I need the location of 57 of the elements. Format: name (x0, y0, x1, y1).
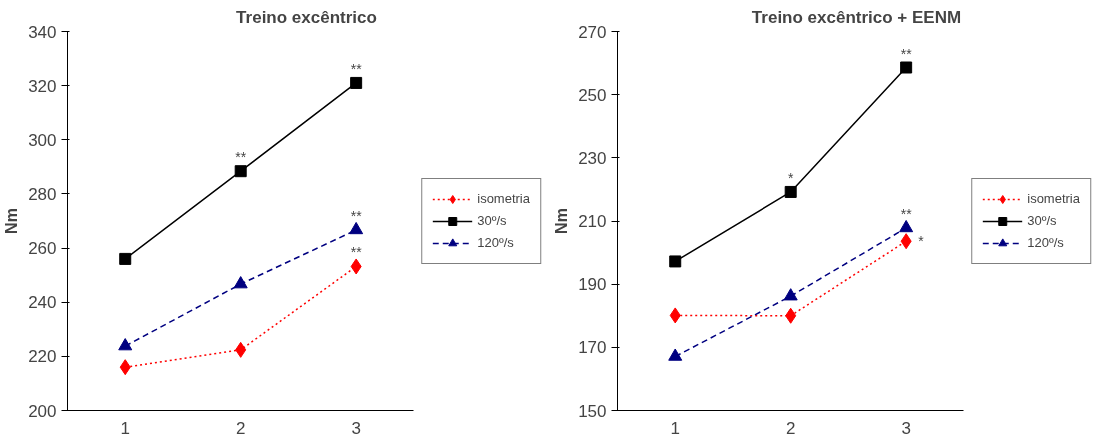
point (900, 233, 912, 250)
annotation: ** (900, 205, 913, 222)
y-tick-label: 170 (578, 338, 607, 358)
point (119, 359, 131, 376)
point (118, 338, 133, 351)
y-tick-label: 270 (578, 22, 607, 42)
x-tick-label: 1 (670, 418, 680, 438)
annotation: ** (350, 60, 363, 77)
y-tick-label: 260 (28, 239, 57, 259)
point (899, 219, 914, 233)
point (350, 258, 362, 275)
point (235, 341, 247, 358)
point (233, 276, 248, 289)
point (349, 221, 364, 235)
y-tick-label: 300 (28, 130, 57, 150)
point (668, 348, 683, 361)
legend-label: isometria (1027, 191, 1080, 206)
point (350, 76, 363, 89)
point (783, 288, 798, 301)
legend-label: 120º/s (1027, 235, 1064, 250)
y-tick-label: 230 (578, 148, 607, 168)
x-tick-label: 2 (235, 418, 246, 438)
point (669, 255, 682, 268)
y-axis-title: Nm (3, 208, 21, 234)
y-tick-label: 250 (578, 85, 607, 105)
annotation: ** (235, 149, 247, 166)
point (900, 61, 913, 74)
chart-title: Treino excêntrico (236, 7, 377, 27)
point (785, 307, 797, 324)
x-tick-label: 3 (351, 418, 361, 438)
annotation: ** (350, 207, 363, 224)
y-tick-label: 150 (578, 401, 607, 421)
annotation: * (918, 233, 925, 250)
annotation: ** (350, 244, 363, 261)
y-tick-label: 210 (578, 212, 607, 231)
legend-label: 30º/s (1027, 213, 1057, 228)
y-tick-label: 200 (28, 401, 57, 421)
y-tick-label: 320 (28, 76, 57, 96)
annotation: * (787, 169, 794, 186)
x-tick-label: 2 (785, 418, 796, 438)
point (234, 165, 247, 178)
point (784, 185, 797, 198)
y-tick-label: 280 (28, 184, 57, 204)
y-tick-label: 220 (28, 347, 57, 367)
y-axis-title: Nm (553, 208, 571, 234)
y-tick-label: 240 (28, 293, 57, 313)
annotation: ** (900, 45, 913, 62)
y-tick-label: 190 (578, 275, 607, 295)
chart-title: Treino excêntrico + EENM (751, 7, 962, 27)
point (119, 252, 132, 265)
x-tick-label: 1 (120, 418, 130, 438)
x-tick-label: 3 (901, 418, 911, 438)
y-tick-label: 340 (28, 22, 57, 42)
legend-label: isometria (477, 191, 530, 206)
legend-label: 30º/s (477, 213, 507, 228)
legend-label: 120º/s (477, 235, 514, 250)
point (669, 307, 681, 324)
